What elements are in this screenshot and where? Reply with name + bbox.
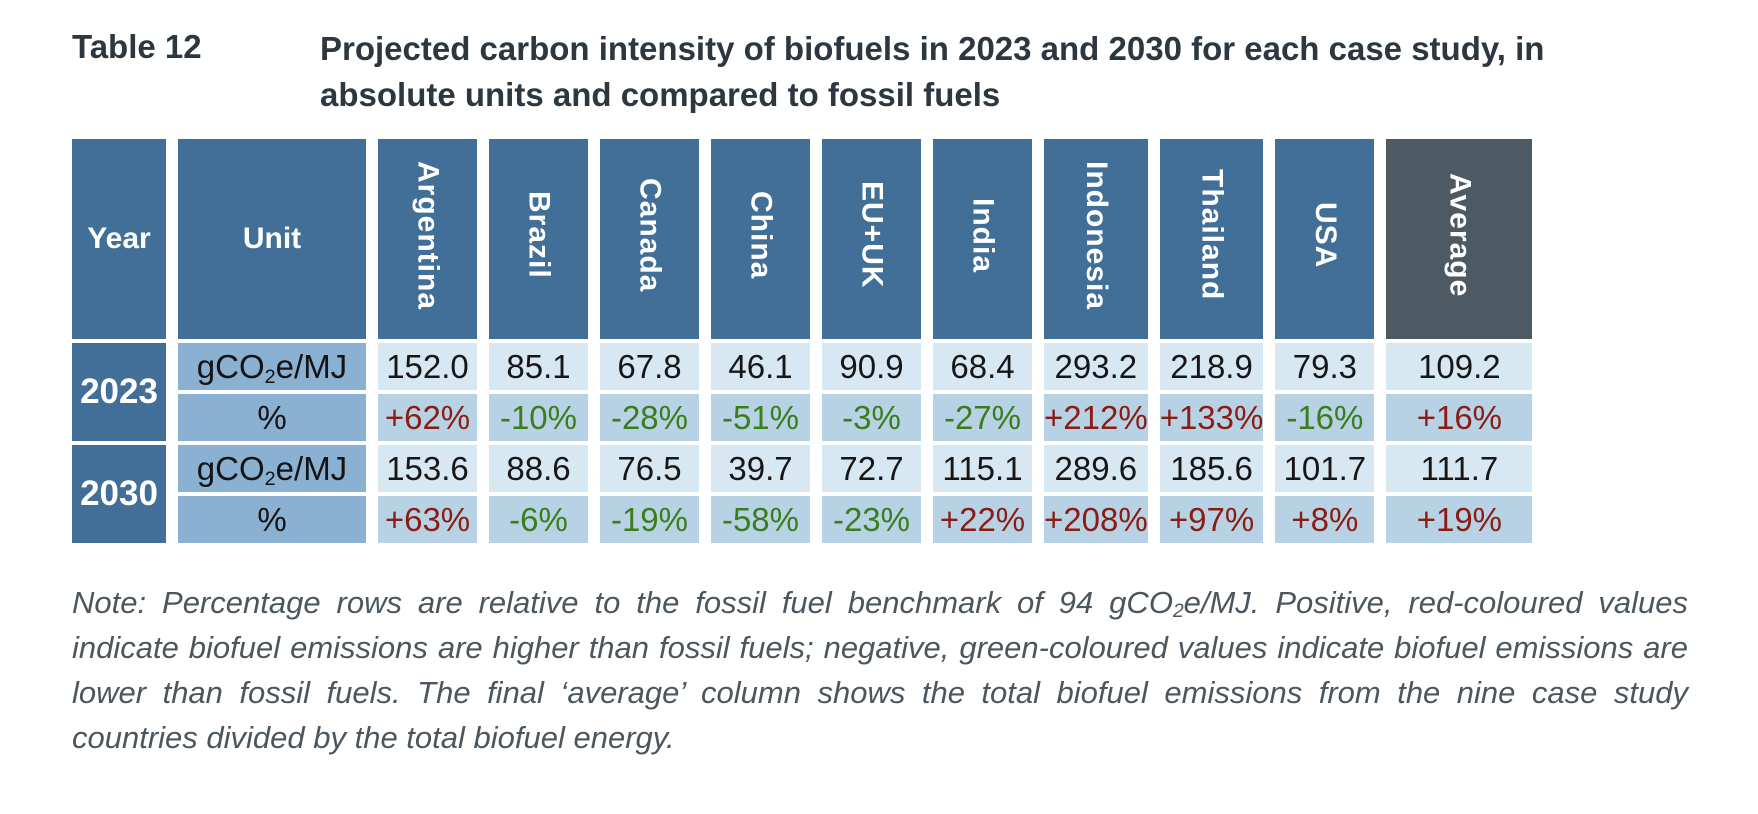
value-cell: 67.8 (600, 343, 711, 395)
percent-cell: +62% (378, 394, 489, 446)
header-row: Year Unit Argentina Brazil Canada China … (72, 139, 1545, 344)
col-header-label: Brazil (522, 191, 556, 279)
col-header-label: Thailand (1195, 169, 1229, 301)
unit-cell-absolute: gCO2e/MJ (178, 445, 378, 497)
average-value-cell: 109.2 (1386, 343, 1545, 395)
col-header-brazil: Brazil (489, 139, 600, 344)
table-row-2030-absolute: 2030 gCO2e/MJ 153.6 88.6 76.5 39.7 72.7 … (72, 445, 1545, 548)
average-percent-cell: +16% (1386, 394, 1545, 446)
value-cell: 101.7 (1275, 445, 1387, 497)
percent-cell: +8% (1275, 496, 1387, 548)
value-cell: 90.9 (822, 343, 933, 395)
col-header-eu-uk: EU+UK (822, 139, 933, 344)
year-cell-2023: 2023 (72, 343, 178, 446)
value-cell: 76.5 (600, 445, 711, 497)
percent-cell: -10% (489, 394, 600, 446)
table-row-2023-absolute: 2023 gCO2e/MJ 152.0 85.1 67.8 46.1 90.9 … (72, 343, 1545, 446)
unit-text: e/MJ (275, 347, 348, 385)
note-text: Note: Percentage rows are relative to th… (72, 585, 1173, 621)
value-cell: 79.3 (1275, 343, 1387, 395)
col-header-usa: USA (1275, 139, 1387, 344)
percent-cell: -6% (489, 496, 600, 548)
unit-cell-percent: % (178, 496, 378, 548)
note-subscript: 2 (1172, 600, 1184, 622)
value-cell: 218.9 (1159, 343, 1276, 395)
average-percent-cell: +19% (1386, 496, 1545, 548)
percent-cell: +133% (1159, 394, 1276, 446)
value-cell: 68.4 (933, 343, 1044, 395)
col-header-india: India (933, 139, 1044, 344)
col-header-label: China (744, 190, 778, 280)
percent-cell: +22% (933, 496, 1044, 548)
percent-cell: -16% (1275, 394, 1387, 446)
unit-text: e/MJ (275, 449, 348, 487)
unit-cell-absolute: gCO2e/MJ (178, 343, 378, 395)
table-row-2030-percent: % +63% -6% -19% -58% -23% +22% +208% +97… (72, 496, 1545, 548)
col-header-year: Year (72, 139, 178, 344)
col-header-label: Canada (633, 177, 667, 293)
col-header-label: Indonesia (1079, 160, 1113, 310)
value-cell: 153.6 (378, 445, 489, 497)
col-header-label: India (966, 197, 1000, 273)
value-cell: 289.6 (1044, 445, 1160, 497)
percent-cell: -58% (711, 496, 822, 548)
document-page: Table 12 Projected carbon intensity of b… (72, 26, 1688, 761)
col-header-label: EU+UK (855, 181, 889, 289)
value-cell: 293.2 (1044, 343, 1160, 395)
table-title: Projected carbon intensity of biofuels i… (320, 30, 1545, 113)
percent-cell: -27% (933, 394, 1044, 446)
table-note: Note: Percentage rows are relative to th… (72, 581, 1688, 761)
col-header-china: China (711, 139, 822, 344)
percent-cell: -19% (600, 496, 711, 548)
unit-subscript: 2 (264, 467, 276, 490)
value-cell: 72.7 (822, 445, 933, 497)
value-cell: 39.7 (711, 445, 822, 497)
col-header-label: USA (1308, 201, 1342, 269)
col-header-label: Argentina (411, 160, 445, 310)
percent-cell: -28% (600, 394, 711, 446)
col-header-thailand: Thailand (1159, 139, 1276, 344)
percent-cell: +208% (1044, 496, 1160, 548)
col-header-label: Average (1443, 172, 1477, 298)
col-header-average: Average (1386, 139, 1545, 344)
unit-cell-percent: % (178, 394, 378, 446)
percent-cell: +97% (1159, 496, 1276, 548)
year-cell-2030: 2030 (72, 445, 178, 548)
table-caption: Table 12 Projected carbon intensity of b… (72, 26, 1688, 117)
percent-cell: -51% (711, 394, 822, 446)
col-header-indonesia: Indonesia (1044, 139, 1160, 344)
col-header-argentina: Argentina (378, 139, 489, 344)
unit-text: gCO (196, 347, 265, 385)
carbon-intensity-table: Year Unit Argentina Brazil Canada China … (72, 139, 1545, 548)
table-row-2023-percent: % +62% -10% -28% -51% -3% -27% +212% +13… (72, 394, 1545, 446)
unit-text: gCO (196, 449, 265, 487)
percent-cell: +212% (1044, 394, 1160, 446)
value-cell: 152.0 (378, 343, 489, 395)
average-value-cell: 111.7 (1386, 445, 1545, 497)
percent-cell: +63% (378, 496, 489, 548)
col-header-canada: Canada (600, 139, 711, 344)
value-cell: 88.6 (489, 445, 600, 497)
value-cell: 46.1 (711, 343, 822, 395)
unit-subscript: 2 (264, 365, 276, 388)
value-cell: 115.1 (933, 445, 1044, 497)
percent-cell: -3% (822, 394, 933, 446)
table-number: Table 12 (72, 28, 202, 65)
value-cell: 185.6 (1159, 445, 1276, 497)
percent-cell: -23% (822, 496, 933, 548)
value-cell: 85.1 (489, 343, 600, 395)
col-header-unit: Unit (178, 139, 378, 344)
note-text: e/MJ. Positive, red-coloured values indi… (72, 585, 1688, 755)
